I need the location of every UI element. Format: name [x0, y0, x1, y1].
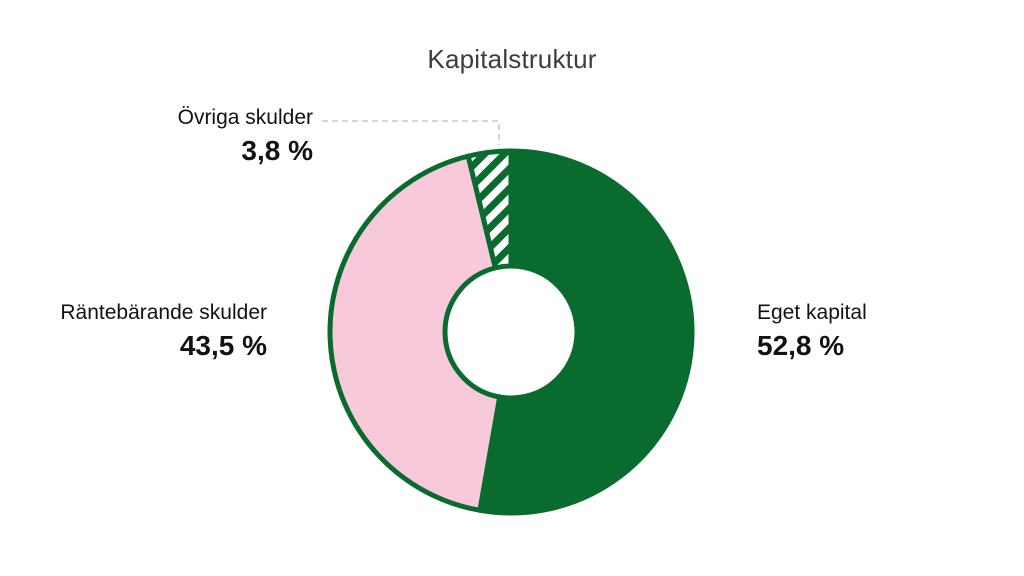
- leader-line-ovriga-skulder: [322, 120, 500, 145]
- slice-rantebarande-skulder: [327, 153, 503, 513]
- chart-title: Kapitalstruktur: [427, 44, 597, 74]
- label-ovriga-skulder-name: Övriga skulder: [177, 106, 313, 129]
- label-ovriga-skulder: Övriga skulder 3,8 %: [178, 106, 313, 167]
- label-ovriga-skulder-value: 3,8 %: [241, 134, 313, 166]
- label-rantebarande-skulder: Räntebärande skulder 43,5 %: [60, 301, 267, 362]
- label-rantebarande-skulder-name: Räntebärande skulder: [60, 301, 267, 324]
- label-eget-kapital: Eget kapital 52,8 %: [757, 301, 867, 362]
- slice-eget-kapital: [477, 148, 695, 516]
- label-eget-kapital-name: Eget kapital: [757, 301, 867, 324]
- slice-ovriga-skulder: [465, 148, 514, 271]
- label-rantebarande-skulder-value: 43,5 %: [179, 329, 267, 361]
- label-eget-kapital-value: 52,8 %: [757, 329, 845, 361]
